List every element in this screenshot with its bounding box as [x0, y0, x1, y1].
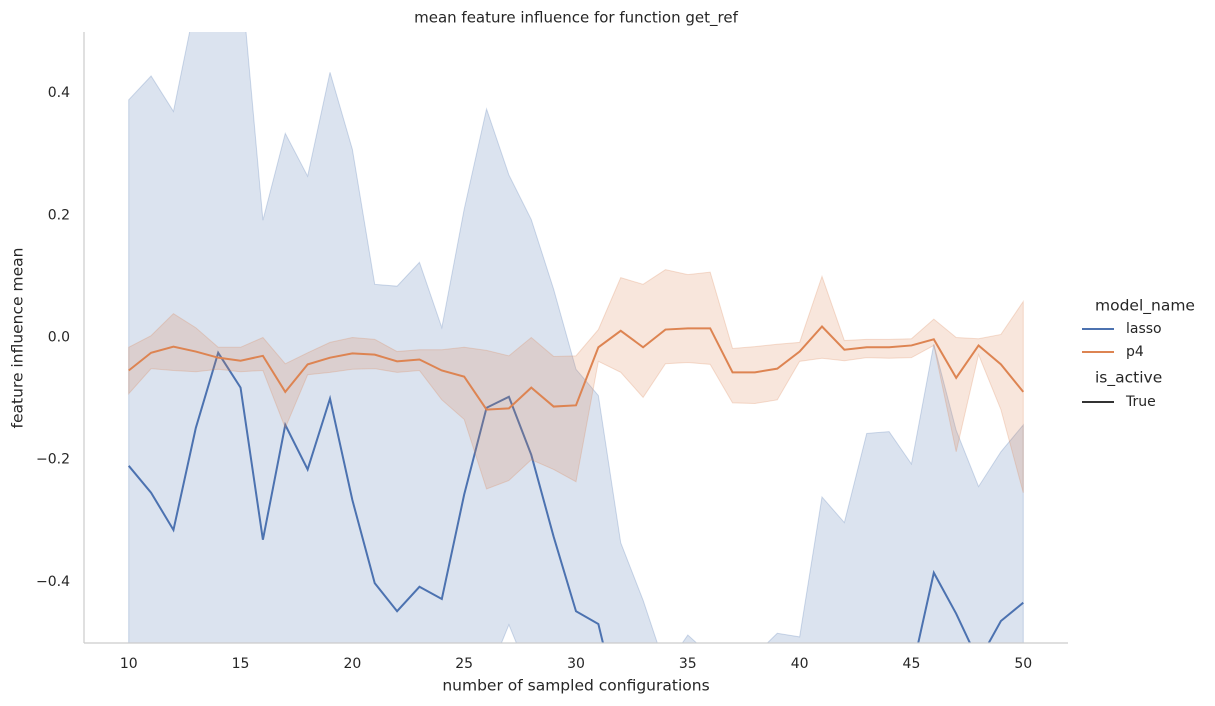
x-tick-label: 30 — [567, 656, 585, 672]
y-tick-label: −0.4 — [36, 574, 70, 590]
x-tick-label: 35 — [679, 656, 697, 672]
series-line — [128, 325, 1025, 411]
x-tick-label: 50 — [1014, 656, 1032, 672]
x-tick-label: 10 — [120, 656, 138, 672]
y-tick-label: 0.4 — [48, 85, 70, 101]
y-tick-label: 0.0 — [48, 330, 70, 346]
confidence-band — [128, 269, 1024, 493]
chart-title: mean feature influence for function get_… — [414, 9, 738, 28]
y-tick-label: 0.2 — [48, 207, 70, 223]
legend-label: True — [1125, 394, 1156, 410]
y-axis-label: feature influence mean — [9, 248, 27, 429]
legend-label: lasso — [1126, 321, 1162, 337]
confidence-band — [128, 32, 1024, 643]
legend-title: is_active — [1095, 369, 1162, 388]
y-tick-label: −0.2 — [36, 452, 70, 468]
x-tick-label: 25 — [455, 656, 473, 672]
legend-label: p4 — [1126, 344, 1144, 360]
x-axis-label: number of sampled configurations — [442, 677, 709, 695]
x-tick-label: 15 — [232, 656, 250, 672]
plot-area — [127, 32, 1025, 643]
legend-title: model_name — [1095, 297, 1195, 316]
series-line — [127, 350, 1024, 643]
x-tick-label: 40 — [791, 656, 809, 672]
x-tick-label: 20 — [343, 656, 361, 672]
x-tick-label: 45 — [903, 656, 921, 672]
